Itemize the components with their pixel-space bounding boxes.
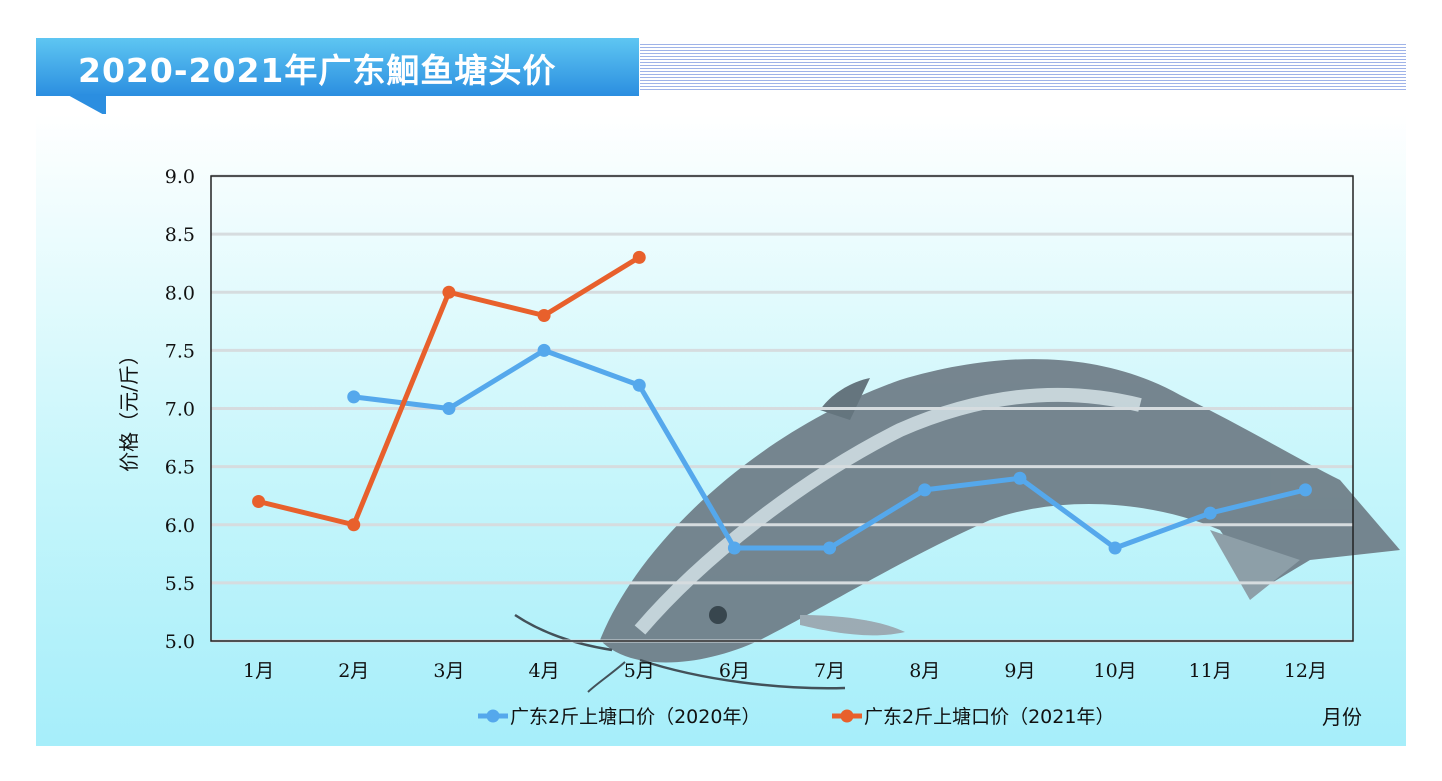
data-point <box>347 390 361 404</box>
y-tick-label: 8.5 <box>165 224 195 246</box>
plot-frame <box>210 175 1354 642</box>
data-point <box>1203 506 1217 520</box>
legend-label: 广东2斤上塘口价（2020年） <box>510 706 760 728</box>
x-tick-label: 1月 <box>243 660 274 682</box>
y-tick-label: 6.5 <box>165 457 195 479</box>
title-stripes <box>640 42 1406 90</box>
data-point <box>442 285 456 299</box>
x-tick-label: 12月 <box>1284 660 1327 682</box>
x-tick-label: 8月 <box>909 660 940 682</box>
y-tick-label: 6.0 <box>165 515 195 537</box>
data-point <box>1298 483 1312 497</box>
data-point <box>442 402 456 415</box>
y-tick-label: 5.5 <box>165 573 195 595</box>
x-tick-label: 5月 <box>624 660 655 682</box>
x-tick-label: 3月 <box>433 660 464 682</box>
chart-series <box>252 250 1312 555</box>
x-tick-label: 10月 <box>1093 660 1136 682</box>
data-point <box>632 250 646 264</box>
x-tick-label: 7月 <box>814 660 845 682</box>
title-banner-tail <box>66 94 106 116</box>
x-axis-title: 月份 <box>1322 705 1362 729</box>
legend-marker <box>840 709 854 723</box>
data-point <box>918 483 932 497</box>
x-tick-label: 2月 <box>338 660 369 682</box>
series-1 <box>347 343 1312 555</box>
data-point <box>727 541 741 555</box>
chart-legend: 广东2斤上塘口价（2020年） 广东2斤上塘口价（2021年） <box>478 706 1114 728</box>
data-point <box>823 541 837 555</box>
data-point <box>537 309 551 322</box>
catfish-illustration <box>514 359 1400 693</box>
data-point <box>1013 471 1027 485</box>
y-tick-label: 9.0 <box>165 166 195 188</box>
series-2 <box>252 250 646 532</box>
data-point <box>537 343 551 357</box>
y-tick-label: 7.0 <box>165 399 195 421</box>
legend-label: 广东2斤上塘口价（2021年） <box>864 706 1114 728</box>
chart-axes: 5.0 5.5 6.0 6.5 7.0 7.5 8.0 8.5 9.0 1月 2月 3月 4月 5月 6月 7… <box>117 166 1362 729</box>
legend-marker <box>486 709 500 723</box>
x-tick-label: 9月 <box>1004 660 1035 682</box>
data-point <box>1108 541 1122 555</box>
y-tick-label: 7.5 <box>165 340 195 362</box>
data-point <box>252 495 266 508</box>
x-tick-label: 6月 <box>719 660 750 682</box>
y-tick-label: 5.0 <box>165 631 195 653</box>
page-title: 2020-2021年广东鮰鱼塘头价 <box>78 51 557 90</box>
data-point <box>347 518 361 532</box>
x-tick-label: 4月 <box>529 660 560 682</box>
y-tick-label: 8.0 <box>165 282 195 304</box>
y-axis-title: 价格（元/斤） <box>117 345 141 472</box>
x-tick-label: 11月 <box>1189 660 1232 682</box>
data-point <box>632 378 646 392</box>
title-banner <box>36 38 639 96</box>
